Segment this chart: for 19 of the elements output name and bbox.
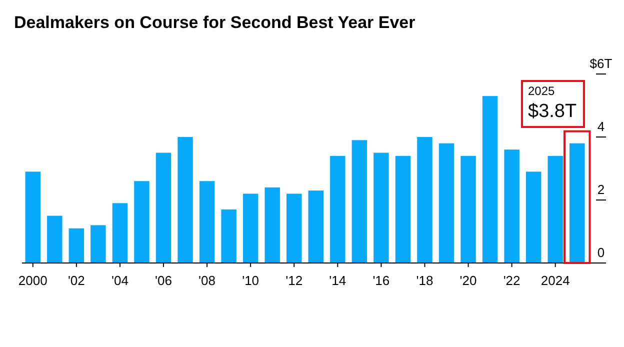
y-tick-label: $6T xyxy=(590,56,612,71)
x-tick-label: '18 xyxy=(416,273,434,288)
x-tick-label: '12 xyxy=(286,273,303,288)
y-tick-label: 0 xyxy=(597,245,605,260)
x-tick-label: '22 xyxy=(503,273,520,288)
x-tick-label: 2024 xyxy=(540,273,570,288)
x-tick-label: '20 xyxy=(460,273,477,288)
x-tick-label: '08 xyxy=(198,273,216,288)
x-tick-label: '16 xyxy=(372,273,390,288)
chart-title: Dealmakers on Course for Second Best Year Ever xyxy=(14,13,416,32)
x-tick-label: 2000 xyxy=(18,273,48,288)
y-tick-label: 4 xyxy=(597,119,605,134)
x-tick-label: '06 xyxy=(155,273,172,288)
x-tick-label: '04 xyxy=(111,273,128,288)
x-tick-label: '02 xyxy=(68,273,85,288)
annotation: 2025 $3.8T xyxy=(528,84,577,122)
x-tick-label: '10 xyxy=(242,273,260,288)
y-tick-label: 2 xyxy=(597,182,605,197)
x-tick-label: '14 xyxy=(329,273,346,288)
